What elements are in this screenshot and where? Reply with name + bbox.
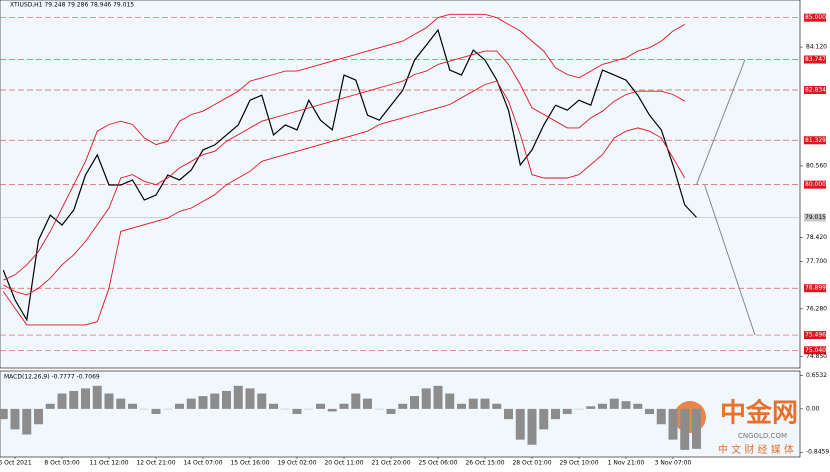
macd-bar <box>516 409 525 440</box>
x-tick-label: 12 Oct 21:00 <box>136 460 175 467</box>
macd-bar <box>222 391 231 409</box>
x-tick-label: 14 Oct 07:00 <box>183 460 222 467</box>
x-tick-label: 3 Nov 07:00 <box>655 460 692 467</box>
macd-bar <box>69 391 78 409</box>
macd-bar <box>0 409 8 419</box>
level-label: 83.747 <box>805 56 826 63</box>
macd-bar <box>81 388 90 408</box>
macd-bar <box>234 386 243 409</box>
x-tick-label: 6 Oct 2021 <box>0 460 32 467</box>
watermark-logo <box>674 401 706 433</box>
x-tick-label: 20 Oct 11:00 <box>324 460 363 467</box>
macd-bar <box>387 409 396 414</box>
macd-bar <box>58 394 67 409</box>
macd-bar <box>34 409 43 424</box>
macd-bar <box>363 399 372 409</box>
watermark-site: CNGOLD.COM <box>738 432 787 440</box>
x-tick-label: 8 Oct 03:00 <box>44 460 79 467</box>
macd-bar <box>199 396 208 409</box>
macd-bar <box>398 404 407 409</box>
level-label: 81.329 <box>805 137 826 144</box>
level-label: 80.000 <box>805 181 826 188</box>
x-tick-label: 15 Oct 16:00 <box>230 460 269 467</box>
macd-bar <box>246 388 255 408</box>
level-label: 85.000 <box>805 14 826 21</box>
macd-bar <box>340 404 349 409</box>
macd-bar <box>469 399 478 409</box>
x-tick-label: 28 Oct 01:00 <box>512 460 551 467</box>
x-tick-label: 21 Oct 20:00 <box>371 460 410 467</box>
macd-bar <box>128 404 137 409</box>
level-label: 75.496 <box>805 332 826 339</box>
y-tick-label: 78.420 <box>806 234 827 241</box>
macd-bar <box>22 409 31 435</box>
macd-bar <box>692 409 701 449</box>
watermark-brand: 中金网 <box>720 398 798 429</box>
macd-bar <box>269 404 278 409</box>
macd-bar <box>105 394 114 409</box>
price-panel <box>0 0 800 368</box>
macd-bar <box>633 404 642 409</box>
level-label: 76.899 <box>805 285 826 292</box>
x-tick-label: 29 Oct 10:00 <box>559 460 598 467</box>
macd-bar <box>481 399 490 409</box>
y-tick-label: 77.700 <box>806 258 827 265</box>
x-tick-label: 25 Oct 06:00 <box>418 460 457 467</box>
macd-bar <box>610 399 619 409</box>
macd-bar <box>551 409 560 419</box>
level-label: 82.834 <box>805 87 826 94</box>
y-tick-label: 76.280 <box>806 305 827 312</box>
x-tick-label: 26 Oct 15:00 <box>465 460 504 467</box>
macd-bar <box>328 409 337 412</box>
macd-bar <box>116 399 125 409</box>
current-price-label: 79.015 <box>805 214 826 221</box>
macd-bar <box>175 404 184 409</box>
macd-bar <box>46 404 55 409</box>
macd-bar <box>528 409 537 445</box>
y-tick-label: 84.120 <box>806 44 827 51</box>
y-tick-label: -0.8459 <box>806 449 829 456</box>
x-tick-label: 19 Oct 02:00 <box>277 460 316 467</box>
macd-bar <box>351 394 360 409</box>
y-tick-label: 0.6532 <box>806 372 827 379</box>
macd-bar <box>257 394 266 409</box>
macd-bar <box>210 394 219 409</box>
macd-bar <box>680 409 689 450</box>
macd-bar <box>645 409 654 414</box>
macd-bar <box>293 409 302 414</box>
macd-bar <box>492 404 501 409</box>
macd-bar <box>410 396 419 409</box>
macd-bar <box>187 399 196 409</box>
chart-title: XTIUSD,H1 79.248 79.286 78.946 79.015 <box>10 2 134 9</box>
watermark-tagline: 中 文 财 经 媒 体 <box>718 443 794 456</box>
macd-title: MACD(12,26,9) -0.7777 -0.7069 <box>4 374 100 381</box>
macd-bar <box>669 409 678 440</box>
macd-bar <box>598 404 607 409</box>
macd-bar <box>457 404 466 409</box>
macd-bar <box>586 406 595 409</box>
macd-bar <box>504 409 513 419</box>
macd-bar <box>11 409 20 429</box>
macd-bar <box>563 409 572 414</box>
x-tick-label: 11 Oct 12:00 <box>89 460 128 467</box>
macd-bar <box>152 409 161 414</box>
x-tick-label: 1 Nov 21:00 <box>608 460 645 467</box>
macd-bar <box>93 386 102 409</box>
macd-bar <box>434 386 443 409</box>
y-tick-label: 74.850 <box>806 353 827 360</box>
macd-bar <box>316 404 325 409</box>
macd-bar <box>539 409 548 429</box>
macd-bar <box>657 409 666 424</box>
macd-bar <box>622 401 631 409</box>
macd-bar <box>422 388 431 408</box>
macd-bar <box>445 394 454 409</box>
y-tick-label: 80.560 <box>806 162 827 169</box>
y-tick-label: 0.00 <box>806 405 820 412</box>
